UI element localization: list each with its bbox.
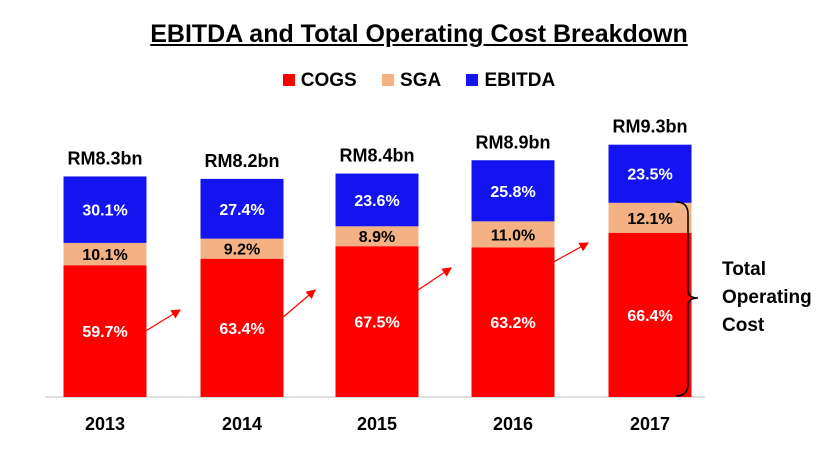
- bar-segment-ebitda: [200, 178, 284, 239]
- data-label: 63.4%: [219, 321, 264, 338]
- total-label: RM8.3bn: [67, 148, 142, 168]
- bar-segment-ebitda: [471, 160, 555, 222]
- x-tick-label: 2017: [630, 414, 670, 434]
- trend-arrow: [267, 289, 316, 331]
- bar-segment-cogs: [335, 246, 419, 397]
- chart-title: EBITDA and Total Operating Cost Breakdow…: [150, 20, 688, 48]
- data-label: 23.5%: [627, 167, 672, 184]
- data-label: 9.2%: [224, 242, 260, 259]
- legend-item-sga: SGA: [382, 70, 441, 92]
- x-tick-label: 2015: [357, 414, 397, 434]
- data-label: 23.6%: [354, 193, 399, 210]
- legend-item-cogs: COGS: [282, 70, 357, 92]
- total-label: RM9.3bn: [612, 117, 687, 137]
- data-label: 10.1%: [82, 247, 127, 264]
- data-label: 25.8%: [490, 184, 535, 201]
- bar-segment-cogs: [63, 265, 147, 397]
- total-operating-cost-annotation: Total Operating Cost: [722, 259, 812, 336]
- trend-arrow: [402, 267, 452, 301]
- legend: COGS SGA EBITDA: [0, 70, 838, 92]
- legend-label: SGA: [400, 70, 442, 91]
- x-tick-label: 2013: [85, 414, 125, 434]
- data-label: 63.2%: [490, 315, 535, 332]
- bar-segment-cogs: [608, 232, 692, 397]
- legend-item-ebitda: EBITDA: [466, 70, 555, 92]
- bar-segment-sga: [200, 238, 284, 259]
- bracket: [675, 201, 699, 397]
- legend-label: COGS: [300, 70, 357, 91]
- x-tick-label: 2014: [222, 414, 262, 434]
- data-label: 12.1%: [627, 211, 672, 228]
- bar-segment-ebitda: [608, 144, 692, 203]
- data-label: 27.4%: [219, 202, 264, 219]
- data-label: 59.7%: [82, 324, 127, 341]
- total-label: RM8.2bn: [204, 151, 279, 171]
- legend-swatch: [282, 74, 295, 86]
- bar-segment-cogs: [471, 247, 555, 397]
- legend-swatch: [466, 74, 479, 86]
- trend-arrow: [538, 242, 590, 271]
- bar-segment-sga: [471, 221, 555, 248]
- data-label: 8.9%: [359, 229, 395, 246]
- data-label: 30.1%: [82, 203, 127, 220]
- bar-segment-ebitda: [335, 173, 419, 227]
- trend-arrow: [130, 309, 182, 341]
- bar-segment-sga: [335, 226, 419, 247]
- data-label: 67.5%: [354, 315, 399, 332]
- bar-segment-sga: [63, 242, 147, 266]
- total-label: RM8.4bn: [339, 146, 414, 166]
- legend-label: EBITDA: [484, 70, 556, 91]
- bar-segment-ebitda: [63, 176, 147, 243]
- data-label: 66.4%: [627, 308, 672, 325]
- bar-segment-sga: [608, 202, 692, 233]
- x-tick-label: 2016: [493, 414, 533, 434]
- data-label: 11.0%: [491, 227, 535, 244]
- legend-swatch: [382, 74, 395, 86]
- total-label: RM8.9bn: [475, 132, 550, 152]
